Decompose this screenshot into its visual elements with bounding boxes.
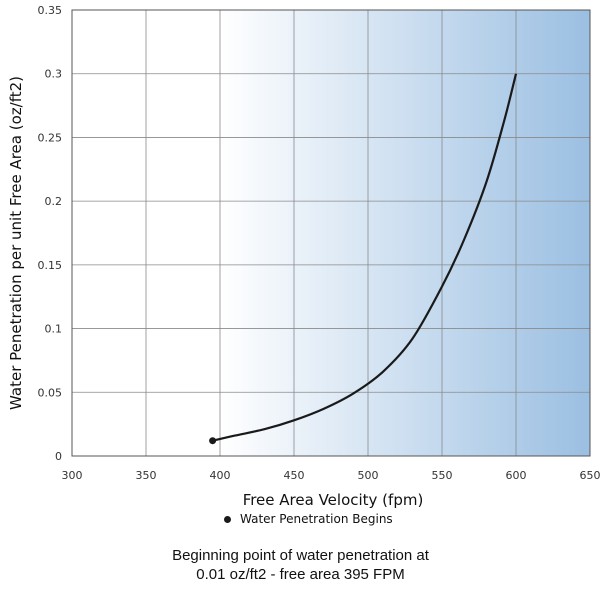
y-tick-label: 0.35 bbox=[38, 4, 63, 17]
y-tick-label: 0.2 bbox=[45, 195, 63, 208]
caption-line-2: 0.01 oz/ft2 - free area 395 FPM bbox=[196, 566, 405, 583]
y-tick-label: 0.1 bbox=[45, 323, 63, 336]
x-axis-ticks: 300 350 400 450 500 550 600 650 bbox=[62, 469, 601, 482]
y-axis-label: Water Penetration per unit Free Area (oz… bbox=[7, 76, 25, 410]
y-tick-label: 0.3 bbox=[45, 68, 63, 81]
y-tick-label: 0.25 bbox=[38, 131, 63, 144]
x-tick-label: 650 bbox=[580, 469, 601, 482]
background-gradient-band bbox=[220, 10, 590, 456]
x-tick-label: 350 bbox=[136, 469, 157, 482]
x-tick-label: 500 bbox=[358, 469, 379, 482]
legend-label: Water Penetration Begins bbox=[240, 512, 393, 526]
caption-line-1: Beginning point of water penetration at bbox=[172, 547, 429, 564]
x-tick-label: 600 bbox=[506, 469, 527, 482]
x-tick-label: 450 bbox=[284, 469, 305, 482]
y-tick-label: 0 bbox=[55, 450, 62, 463]
chart-caption: Beginning point of water penetration at … bbox=[0, 546, 601, 584]
water-penetration-chart: 300 350 400 450 500 550 600 650 0 0.05 0.1 0.15 0.2… bbox=[7, 4, 601, 509]
grid-lines bbox=[71, 9, 591, 457]
series-line bbox=[212, 73, 518, 442]
legend-marker-icon bbox=[224, 515, 231, 523]
legend: Water Penetration Begins bbox=[224, 512, 393, 526]
x-tick-label: 550 bbox=[432, 469, 453, 482]
x-tick-label: 300 bbox=[62, 469, 83, 482]
y-tick-label: 0.15 bbox=[38, 259, 63, 272]
plot-border bbox=[71, 9, 591, 457]
y-tick-label: 0.05 bbox=[38, 386, 63, 399]
penetration-start-marker bbox=[209, 437, 217, 445]
x-tick-label: 400 bbox=[210, 469, 231, 482]
x-axis-label: Free Area Velocity (fpm) bbox=[243, 491, 424, 509]
y-axis-ticks: 0 0.05 0.1 0.15 0.2 0.25 0.3 0.35 bbox=[38, 4, 63, 463]
